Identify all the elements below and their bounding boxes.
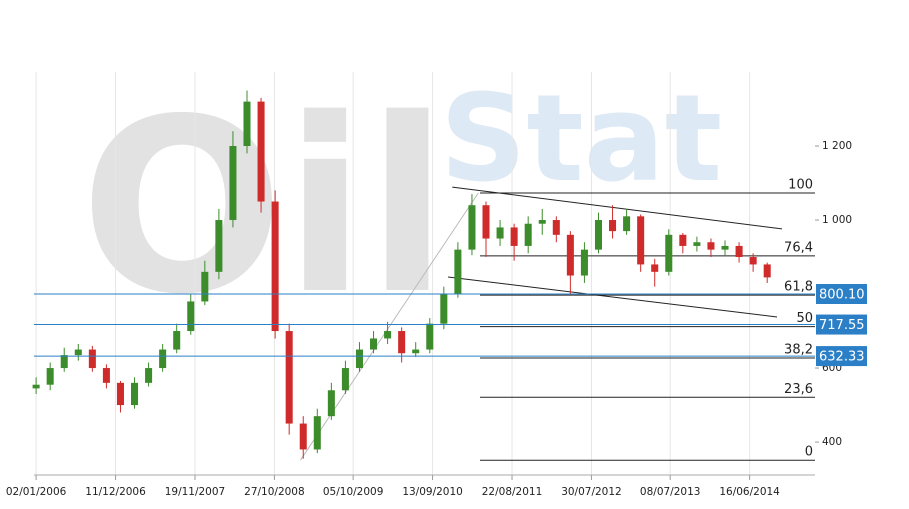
candle-body <box>637 216 645 265</box>
fib-label: 50 <box>796 311 813 326</box>
price-tag <box>816 346 867 367</box>
y-tick-label: 400 <box>822 436 842 448</box>
candle-body <box>46 368 54 385</box>
candle-body <box>201 271 209 302</box>
candle-body <box>623 216 631 232</box>
candle-body <box>131 382 139 406</box>
x-tick-label: 22/08/2011 <box>482 486 543 498</box>
candle-body <box>88 349 96 369</box>
candle-body <box>496 227 504 239</box>
fib-label: 38,2 <box>784 343 813 358</box>
candle-body <box>609 220 617 232</box>
x-tick-label: 19/11/2007 <box>165 486 226 498</box>
candle-body <box>538 220 546 224</box>
candle-body <box>74 349 82 356</box>
candle-body <box>566 234 574 276</box>
candle-body <box>145 368 153 383</box>
candle-body <box>510 227 518 246</box>
price-tag <box>816 284 867 305</box>
candle-body <box>426 323 434 350</box>
candle-body <box>651 264 659 272</box>
fib-label: 100 <box>788 178 813 193</box>
x-tick-label: 02/01/2006 <box>6 486 67 498</box>
candle-body <box>116 382 124 406</box>
x-tick-label: 16/06/2014 <box>719 486 780 498</box>
candle-body <box>398 331 406 354</box>
candle-body <box>32 384 40 389</box>
candle-body <box>271 201 279 332</box>
candle-body <box>285 331 293 424</box>
fib-label: 61,8 <box>784 280 813 295</box>
candle-body <box>187 301 195 332</box>
price-tag-label: 632.33 <box>819 350 865 365</box>
price-tag <box>816 314 867 335</box>
candle-body <box>693 242 701 246</box>
candle-body <box>384 331 392 339</box>
price-tag-label: 717.55 <box>819 318 865 333</box>
candle-body <box>102 368 110 383</box>
candle-body <box>665 234 673 272</box>
candle-body <box>60 355 68 369</box>
x-tick-label: 05/10/2009 <box>323 486 384 498</box>
fib-label: 23,6 <box>784 382 813 397</box>
candle-body <box>440 294 448 324</box>
candle-body <box>552 220 560 235</box>
trendline <box>447 276 778 318</box>
candle-body <box>763 264 771 278</box>
candle-body <box>215 220 223 272</box>
candle-body <box>735 245 743 258</box>
candle-body <box>679 234 687 246</box>
y-tick-label: 1 000 <box>822 214 852 226</box>
candle-body <box>454 249 462 295</box>
candle-body <box>327 390 335 417</box>
fib-label: 0 <box>805 445 813 460</box>
candle-body <box>524 223 532 246</box>
trendline <box>452 186 783 230</box>
candle-body <box>468 205 476 250</box>
candle-body <box>173 331 181 350</box>
watermark: Stat <box>440 70 722 209</box>
candle-body <box>341 368 349 391</box>
candle-body <box>412 349 420 354</box>
fib-label: 76,4 <box>784 240 813 255</box>
candle-body <box>370 338 378 350</box>
candle-body <box>580 249 588 276</box>
candle-body <box>482 205 490 239</box>
candle-body <box>159 349 167 369</box>
candle-body <box>313 416 321 450</box>
x-tick-label: 11/12/2006 <box>85 486 146 498</box>
price-tag-label: 800.10 <box>819 288 865 303</box>
candle-body <box>257 101 265 202</box>
candle-body <box>299 423 307 450</box>
candle-body <box>243 101 251 147</box>
x-tick-label: 30/07/2012 <box>561 486 622 498</box>
candle-body <box>355 349 363 369</box>
candle-body <box>229 146 237 221</box>
x-tick-label: 27/10/2008 <box>244 486 305 498</box>
candle-body <box>594 220 602 250</box>
x-tick-label: 08/07/2013 <box>640 486 701 498</box>
x-tick-label: 13/09/2010 <box>402 486 463 498</box>
candle-body <box>749 257 757 265</box>
candle-body <box>721 245 729 250</box>
candle-body <box>707 242 715 250</box>
y-tick-label: 1 200 <box>822 140 852 152</box>
